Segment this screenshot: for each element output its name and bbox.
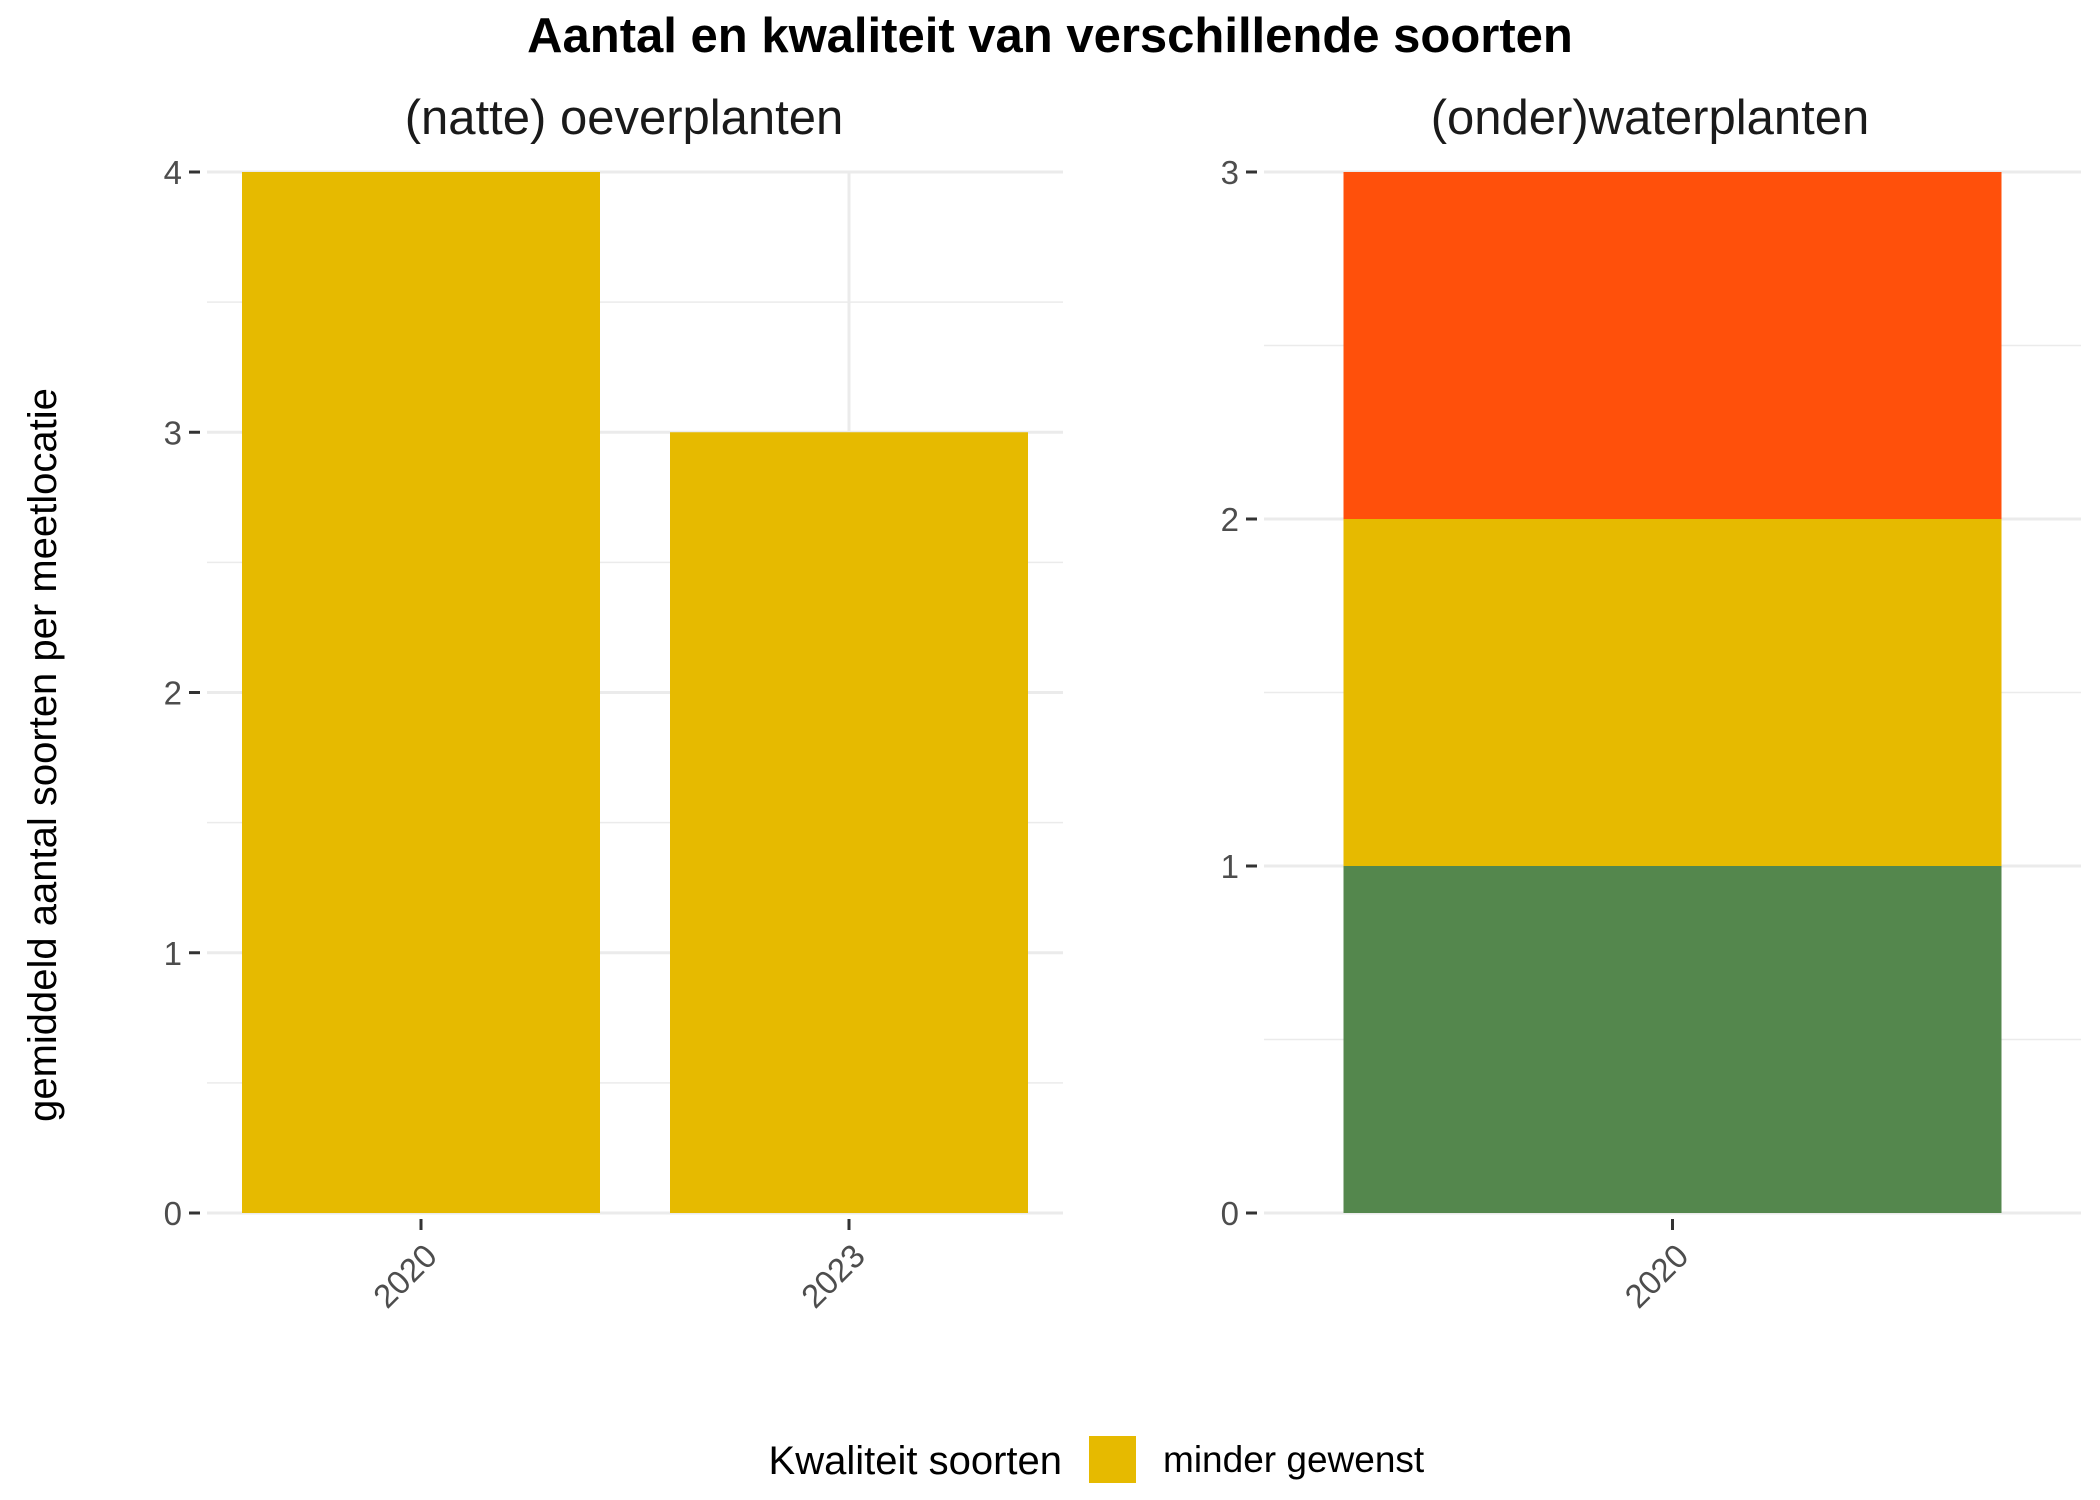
legend-swatch (1089, 1436, 1136, 1483)
bar (1343, 866, 2002, 1213)
panel-title-right: (onder)waterplanten (1431, 91, 1870, 145)
y-tick-label: 1 (1221, 848, 1239, 885)
x-tick-label: 2020 (1617, 1237, 1695, 1315)
y-tick-label: 3 (164, 414, 182, 451)
legend-label: minder gewenst (1163, 1439, 1425, 1480)
y-tick-label: 0 (164, 1195, 182, 1232)
panel-right: 0 1 2 3 2020 (1221, 154, 2081, 1315)
chart-title: Aantal en kwaliteit van verschillende so… (527, 9, 1573, 63)
y-tick-label: 3 (1221, 154, 1239, 191)
bar (670, 432, 1028, 1213)
legend-title: Kwaliteit soorten (769, 1439, 1062, 1483)
y-tick-label: 1 (164, 935, 182, 972)
panel-title-left: (natte) oeverplanten (405, 91, 844, 145)
bar (1343, 172, 2002, 519)
x-tick-label: 2023 (794, 1237, 872, 1315)
y-tick-label: 4 (164, 154, 182, 191)
y-tick-label: 2 (164, 675, 182, 712)
x-tick-label: 2020 (366, 1237, 444, 1315)
bar (1343, 519, 2002, 866)
panel-left: 0 1 2 3 4 2020 2023 (164, 154, 1063, 1315)
legend: Kwaliteit soorten minder gewenst (769, 1436, 1425, 1483)
y-tick-label: 2 (1221, 501, 1239, 538)
y-axis-label: gemiddeld aantal soorten per meetlocatie (21, 388, 65, 1122)
bar (242, 172, 600, 1213)
y-tick-label: 0 (1221, 1195, 1239, 1232)
